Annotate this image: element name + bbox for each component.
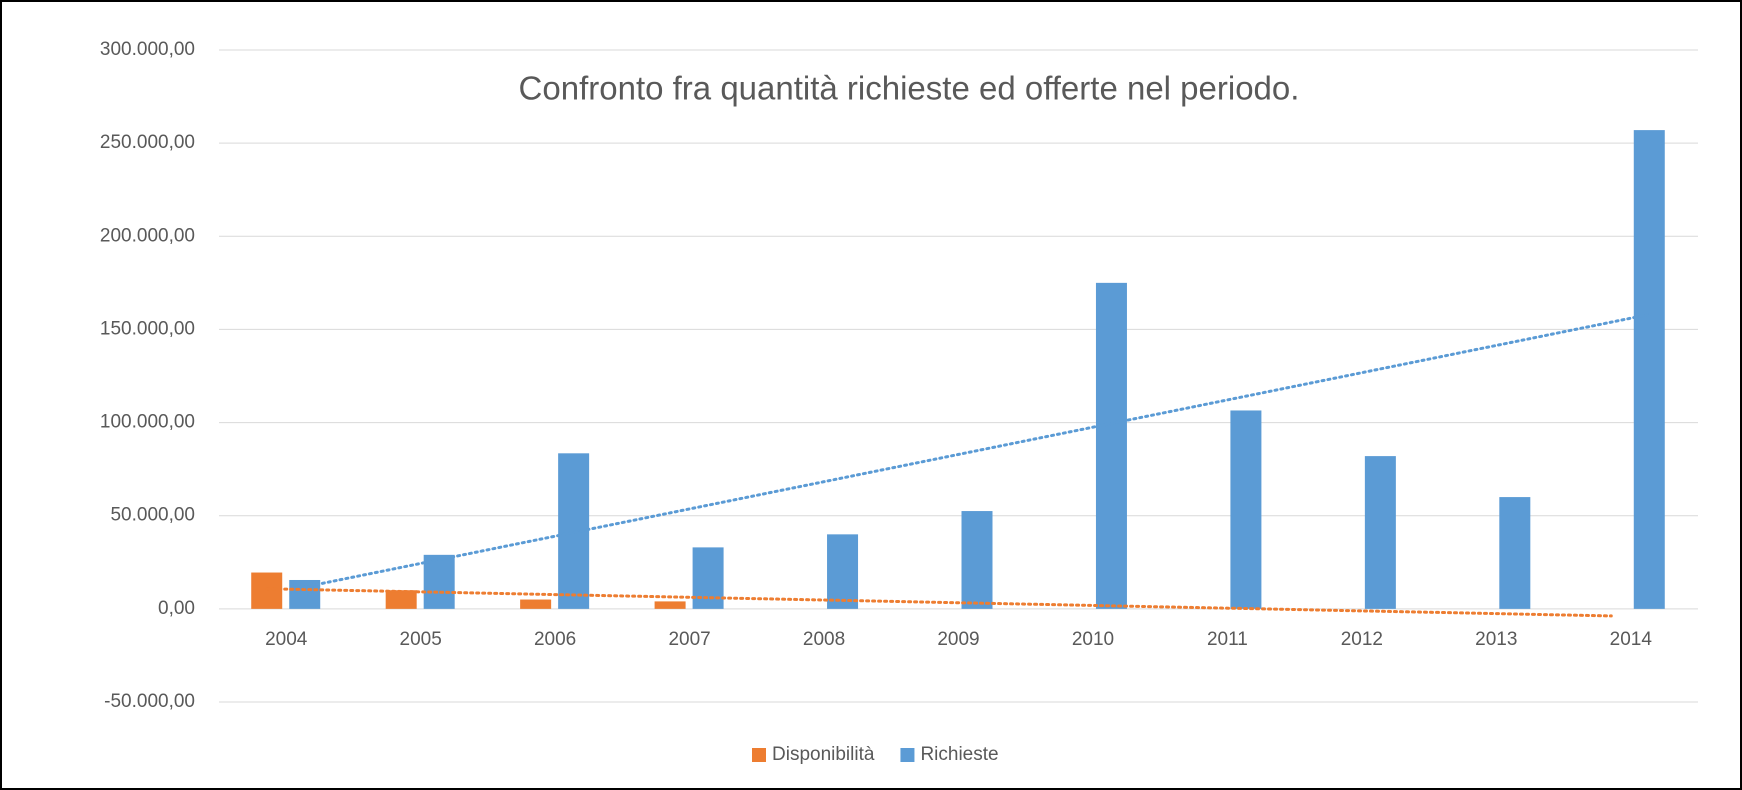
trendline: [265, 587, 1613, 618]
x-tick-label: 2009: [937, 629, 979, 650]
x-tick-label: 2010: [1072, 629, 1114, 650]
bar: [251, 572, 283, 609]
legend-label: Richieste: [920, 744, 998, 765]
legend-label: Disponibilità: [772, 744, 875, 765]
x-tick-label: 2006: [534, 629, 576, 650]
legend-swatch: [900, 748, 915, 762]
bar: [961, 511, 993, 609]
x-tick-label: 2005: [400, 629, 442, 650]
x-tick-label: 2007: [668, 629, 710, 650]
x-tick-label: 2011: [1207, 629, 1248, 650]
x-tick-label: 2014: [1610, 629, 1653, 650]
bar: [558, 453, 590, 609]
y-tick-label: 200.000,00: [100, 225, 195, 246]
x-tick-label: 2004: [265, 629, 308, 650]
x-tick-label: 2008: [803, 629, 845, 650]
chart-title: Confronto fra quantità richieste ed offe…: [519, 70, 1300, 107]
y-tick-label: 100.000,00: [100, 412, 195, 433]
bar: [1633, 130, 1665, 609]
y-tick-label: 300.000,00: [100, 39, 195, 60]
x-tick-label: 2012: [1341, 629, 1383, 650]
x-tick-label: 2013: [1475, 629, 1517, 650]
bar: [827, 534, 859, 609]
bar: [654, 601, 686, 609]
bar: [1095, 282, 1127, 609]
y-tick-label: 0,00: [158, 598, 195, 619]
y-tick-label: -50.000,00: [104, 691, 195, 712]
legend-swatch: [752, 748, 766, 762]
bar: [423, 554, 455, 609]
bar: [1230, 410, 1262, 609]
bar: [520, 599, 552, 609]
bar: [385, 590, 417, 609]
y-tick-label: 150.000,00: [100, 318, 195, 339]
trendline: [303, 312, 1651, 589]
bar: [692, 547, 724, 609]
y-tick-label: 250.000,00: [100, 132, 195, 153]
y-tick-label: 50.000,00: [110, 505, 195, 526]
bar: [1364, 456, 1396, 609]
bar: [1499, 497, 1531, 609]
